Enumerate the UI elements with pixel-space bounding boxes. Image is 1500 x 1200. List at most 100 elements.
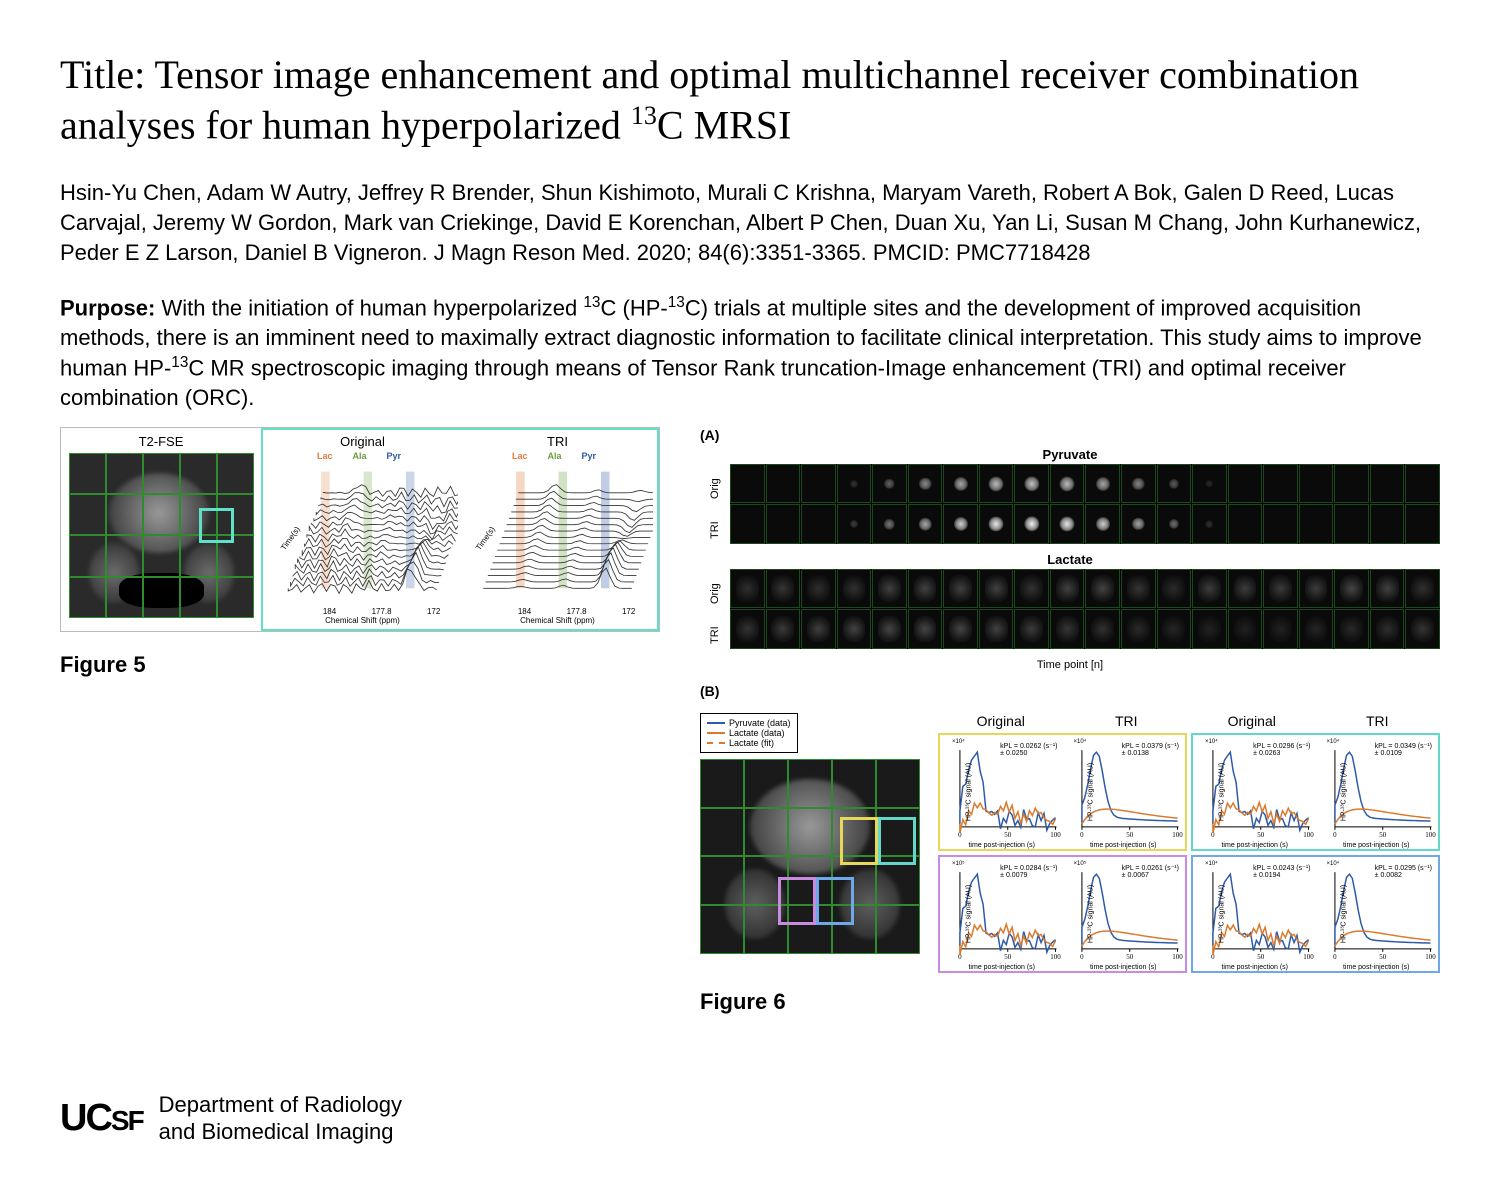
paper-title: Title: Tensor image enhancement and opti… xyxy=(60,50,1440,150)
strip-cell xyxy=(1085,609,1120,649)
voxel-box xyxy=(878,817,916,865)
strip-cell xyxy=(837,464,872,504)
svg-text:100: 100 xyxy=(1172,953,1183,961)
strip-cell xyxy=(1263,504,1298,544)
figure-5: T2-FSE Original Lac Ala Pyr xyxy=(60,427,660,632)
strip-cell xyxy=(872,609,907,649)
svg-text:100: 100 xyxy=(1425,831,1436,839)
ucsf-logo: UCSF xyxy=(60,1097,143,1140)
fig5-tri-plot: Time(s) xyxy=(462,461,653,607)
fig6-lactate-strip: Orig TRI xyxy=(700,569,1440,649)
strip-cell xyxy=(837,504,872,544)
fig5-tri-panel: TRI Lac Ala Pyr Time(s) 184 177. xyxy=(462,434,653,625)
fig6-b-wrap: Pyruvate (data) Lactate (data) Lactate (… xyxy=(700,713,1440,973)
strip-cell xyxy=(1157,569,1192,609)
strip-cell xyxy=(908,464,943,504)
fig5-orig-plot: Time(s) xyxy=(267,461,458,607)
strip-cell xyxy=(1192,464,1227,504)
voxel-box xyxy=(816,877,854,925)
strip-cell xyxy=(1405,609,1440,649)
plot-group: 050100HP-¹³C signal (AU)time post-inject… xyxy=(938,855,1187,973)
strip-cell xyxy=(1050,569,1085,609)
strip-cell xyxy=(1228,464,1263,504)
strip-cell xyxy=(908,504,943,544)
peak-lac: Lac xyxy=(317,451,333,461)
fig5-orig-title: Original xyxy=(340,434,385,449)
strip-cell xyxy=(1228,569,1263,609)
strip-cell xyxy=(801,569,836,609)
voxel-box xyxy=(778,877,816,925)
strip-cell xyxy=(837,609,872,649)
fig6-caption: Figure 6 xyxy=(700,989,1440,1015)
strip-cell xyxy=(1299,464,1334,504)
strip-cell xyxy=(1085,569,1120,609)
footer: UCSF Department of Radiology and Biomedi… xyxy=(60,1092,402,1145)
strip-cell xyxy=(1121,464,1156,504)
strip-cell xyxy=(1121,609,1156,649)
peak-pyr: Pyr xyxy=(387,451,402,461)
fig5-caption: Figure 5 xyxy=(60,652,660,678)
strip-cell xyxy=(1405,504,1440,544)
strip-cell xyxy=(943,609,978,649)
kinetic-plot: 050100HP-¹³C signal (AU)time post-inject… xyxy=(1195,737,1315,847)
peak-ala: Ala xyxy=(353,451,367,461)
fig5-tri-title: TRI xyxy=(547,434,568,449)
strip-cell xyxy=(1370,504,1405,544)
svg-text:50: 50 xyxy=(1004,953,1011,961)
strip-cell xyxy=(1299,504,1334,544)
strip-cell xyxy=(908,609,943,649)
svg-text:100: 100 xyxy=(1050,831,1061,839)
iso-1: 13 xyxy=(583,294,600,311)
fig5-original-panel: Original Lac Ala Pyr Time(s) 184 xyxy=(267,434,458,625)
svg-text:50: 50 xyxy=(1379,831,1386,839)
footer-dept: Department of Radiology and Biomedical I… xyxy=(159,1092,402,1145)
strip-cell xyxy=(1370,609,1405,649)
strip-cell xyxy=(1334,609,1369,649)
strip-cell xyxy=(1263,609,1298,649)
peak-lac-2: Lac xyxy=(512,451,528,461)
fig5-t2-label: T2-FSE xyxy=(139,434,184,449)
strip-cell xyxy=(872,464,907,504)
strip-cell xyxy=(872,569,907,609)
peak-pyr-2: Pyr xyxy=(582,451,597,461)
fig6-b-mri xyxy=(700,759,920,954)
fig6-pyruvate-label: Pyruvate xyxy=(700,447,1440,462)
purpose-paragraph: Purpose: With the initiation of human hy… xyxy=(60,293,1440,412)
svg-text:100: 100 xyxy=(1303,831,1314,839)
strip-cell xyxy=(943,464,978,504)
strip-cell xyxy=(1157,464,1192,504)
strip-cell xyxy=(1085,464,1120,504)
strip-cell xyxy=(1050,609,1085,649)
strip-cell xyxy=(1192,504,1227,544)
strip-cell xyxy=(837,569,872,609)
strip-cell xyxy=(1405,464,1440,504)
fig5-t2-panel: T2-FSE xyxy=(61,428,261,631)
svg-text:0: 0 xyxy=(1333,953,1337,961)
strip-cell xyxy=(979,504,1014,544)
plot-group: 050100HP-¹³C signal (AU)time post-inject… xyxy=(1191,855,1440,973)
plot-group: 050100HP-¹³C signal (AU)time post-inject… xyxy=(938,733,1187,851)
fig6-time-label: Time point [n] xyxy=(700,659,1440,671)
kinetic-plot: 050100HP-¹³C signal (AU)time post-inject… xyxy=(1064,859,1184,969)
fig5-tri-peaks: Lac Ala Pyr xyxy=(462,451,653,461)
peak-ala-2: Ala xyxy=(548,451,562,461)
purpose-label: Purpose: xyxy=(60,296,161,321)
fig5-tri-xticks: 184 177.8 172 xyxy=(500,607,653,616)
strip-cell xyxy=(1014,504,1049,544)
strip-cell xyxy=(1192,609,1227,649)
strip-cell xyxy=(1157,609,1192,649)
iso-2: 13 xyxy=(668,294,685,311)
figure-6: (A) Pyruvate Orig TRI Lactate Orig TRI T… xyxy=(700,427,1440,1015)
kinetic-plot: 050100HP-¹³C signal (AU)time post-inject… xyxy=(942,859,1062,969)
svg-text:50: 50 xyxy=(1126,831,1133,839)
strip-cell xyxy=(766,504,801,544)
strip-cell xyxy=(1014,609,1049,649)
purpose-t4: C MR spectroscopic imaging through means… xyxy=(60,355,1346,410)
svg-text:50: 50 xyxy=(1379,953,1386,961)
strip-cell xyxy=(943,504,978,544)
plot-group: 050100HP-¹³C signal (AU)time post-inject… xyxy=(1191,733,1440,851)
strip-cell xyxy=(1334,464,1369,504)
svg-text:50: 50 xyxy=(1257,831,1264,839)
fig5-orig-peaks: Lac Ala Pyr xyxy=(267,451,458,461)
fig6-a-label: (A) xyxy=(700,427,1440,443)
